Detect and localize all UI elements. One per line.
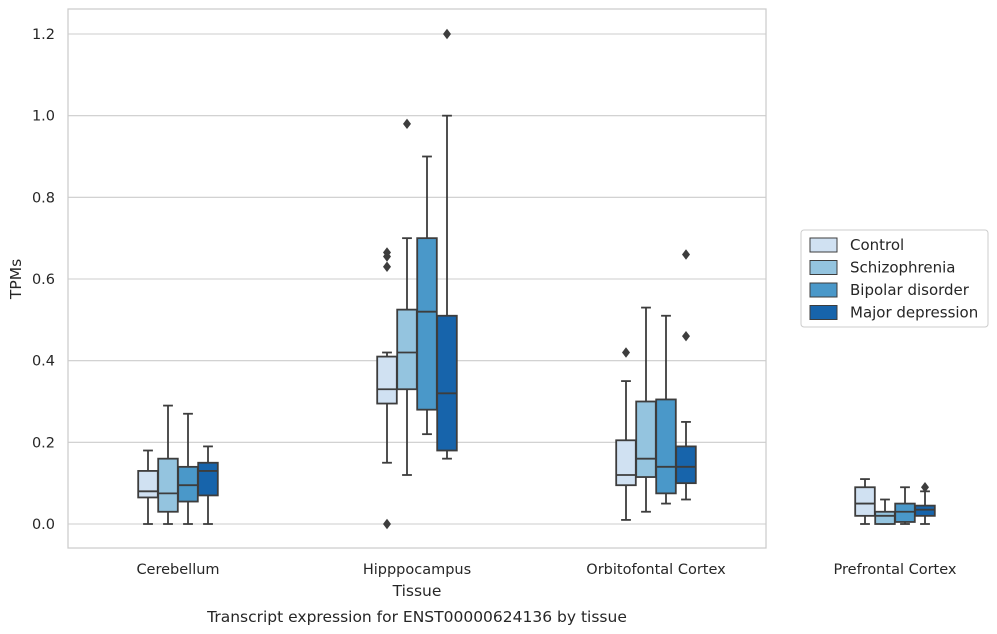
outlier-point (383, 518, 391, 530)
box-major-depression (197, 445, 219, 525)
box-control (137, 449, 159, 525)
x-tick-label: Hipppocampus (363, 562, 471, 578)
x-tick-labels: Cerebellum Hipppocampus Orbitofontal Corte… (136, 562, 956, 578)
box-control (376, 247, 398, 530)
outlier-point (682, 330, 690, 342)
x-tick-label: Cerebellum (136, 562, 219, 578)
box-schizophrenia (874, 498, 896, 525)
box-schizophrenia (396, 118, 418, 476)
legend-label: Schizophrenia (850, 259, 955, 277)
x-tick-label: Prefrontal Cortex (834, 562, 957, 578)
outlier-point (682, 249, 690, 260)
box-schizophrenia (635, 306, 657, 513)
chart-title: Transcript expression for ENST0000062413… (206, 608, 627, 626)
outlier-point (403, 118, 411, 130)
outlier-point (443, 28, 451, 40)
outlier-point (383, 247, 391, 258)
x-tick-label: Orbitofontal Cortex (586, 562, 726, 578)
box-major-depression (436, 28, 458, 460)
box (675, 445, 697, 485)
box (854, 486, 876, 517)
box (635, 400, 657, 478)
box (615, 439, 637, 487)
legend-swatch (809, 237, 838, 253)
legend-label: Control (850, 236, 904, 254)
outlier-point (383, 261, 391, 272)
box (874, 510, 896, 525)
box (655, 398, 677, 495)
y-axis-label: TPMs (7, 259, 25, 300)
outlier-point (921, 482, 929, 493)
box-major-depression (675, 249, 697, 501)
legend-swatch (809, 282, 838, 298)
y-tick-label: 0.0 (32, 517, 55, 533)
box (376, 355, 398, 405)
legend: Control Schizophrenia Bipolar disorder Majo… (800, 229, 989, 328)
plot-frame (67, 8, 767, 549)
y-tick-label: 0.8 (32, 190, 55, 206)
y-tick-label: 1.0 (32, 109, 55, 125)
box (396, 308, 418, 391)
box (894, 502, 916, 523)
outlier-point (622, 347, 630, 358)
legend-label: Major depression (850, 304, 978, 322)
box-control (615, 347, 637, 521)
y-tick-labels: 0.0 0.2 0.4 0.6 0.8 1.0 1.2 (32, 27, 55, 533)
legend-swatch (809, 260, 838, 275)
box-major-depression (914, 482, 936, 525)
y-tick-label: 0.2 (32, 435, 55, 451)
legend-swatch (809, 305, 838, 320)
box (137, 470, 159, 499)
box-bipolar-disorder (894, 486, 916, 525)
box-control (854, 478, 876, 525)
legend-label: Bipolar disorder (850, 281, 970, 299)
legend-frame (800, 229, 989, 328)
box (197, 461, 219, 497)
box (177, 465, 199, 503)
box-bipolar-disorder (655, 314, 677, 505)
x-axis-label: Tissue (392, 582, 442, 600)
y-tick-label: 0.4 (32, 354, 55, 370)
box (157, 457, 179, 513)
y-tick-label: 1.2 (32, 27, 55, 43)
box (436, 314, 458, 452)
box (416, 237, 438, 411)
box-bipolar-disorder (177, 412, 199, 525)
box (914, 504, 936, 517)
y-tick-label: 0.6 (32, 272, 55, 288)
box-groups (137, 28, 936, 530)
